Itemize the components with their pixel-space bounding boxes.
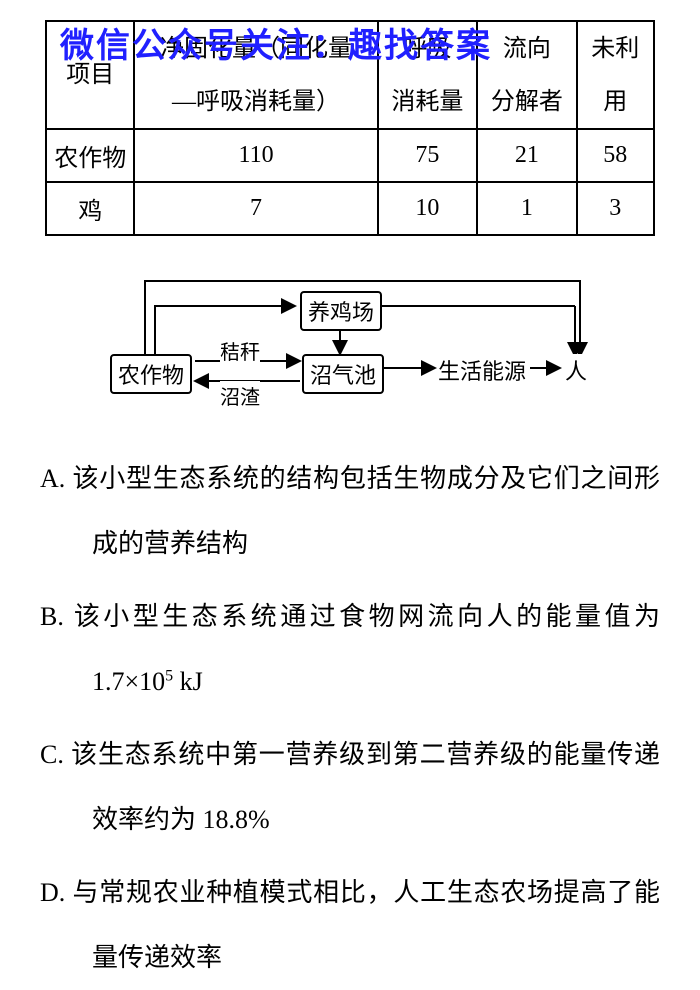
- cell-value: 21: [477, 129, 576, 182]
- cell-value: 1: [477, 182, 576, 235]
- cell-value: 110: [134, 129, 377, 182]
- cell-label: 农作物: [46, 129, 134, 182]
- edge-label-residue: 沼渣: [220, 381, 260, 410]
- option-b-sup: 5: [165, 667, 173, 684]
- answer-options: A. 该小型生态系统的结构包括生物成分及它们之间形成的营养结构 B. 该小型生态…: [40, 446, 660, 990]
- node-biogas: 沼气池: [302, 354, 384, 394]
- cell-value: 3: [577, 182, 654, 235]
- table-row: 农作物 110 75 21 58: [46, 129, 654, 182]
- header-col5-l2: 用: [577, 75, 654, 129]
- node-crops: 农作物: [110, 354, 192, 394]
- cell-value: 75: [378, 129, 477, 182]
- header-col5-l1: 未利: [577, 21, 654, 75]
- table-header-row-2: —呼吸消耗量） 消耗量 分解者 用: [46, 75, 654, 129]
- watermark-text: 微信公众号关注：趣找答案: [60, 18, 492, 67]
- header-col2-l2: —呼吸消耗量）: [134, 75, 377, 129]
- header-col4-l1: 流向: [477, 21, 576, 75]
- edge-label-straw: 秸秆: [220, 336, 260, 365]
- header-col3-l2: 消耗量: [378, 75, 477, 129]
- node-energy: 生活能源: [438, 354, 526, 386]
- header-col4-l2: 分解者: [477, 75, 576, 129]
- flow-diagram: 养鸡场 农作物 沼气池 生活能源 人 秸秆 沼渣: [100, 266, 600, 416]
- cell-label: 鸡: [46, 182, 134, 235]
- option-b-text-post: kJ: [173, 667, 203, 696]
- option-c: C. 该生态系统中第一营养级到第二营养级的能量传递效率约为 18.8%: [40, 722, 660, 852]
- option-b-text-pre: B. 该小型生态系统通过食物网流向人的能量值为 1.7×10: [40, 602, 660, 696]
- option-a: A. 该小型生态系统的结构包括生物成分及它们之间形成的营养结构: [40, 446, 660, 576]
- cell-value: 7: [134, 182, 377, 235]
- option-d: D. 与常规农业种植模式相比，人工生态农场提高了能量传递效率: [40, 860, 660, 990]
- node-chicken-farm: 养鸡场: [300, 291, 382, 331]
- node-human: 人: [565, 354, 587, 386]
- table-row: 鸡 7 10 1 3: [46, 182, 654, 235]
- cell-value: 58: [577, 129, 654, 182]
- option-b: B. 该小型生态系统通过食物网流向人的能量值为 1.7×105 kJ: [40, 584, 660, 714]
- cell-value: 10: [378, 182, 477, 235]
